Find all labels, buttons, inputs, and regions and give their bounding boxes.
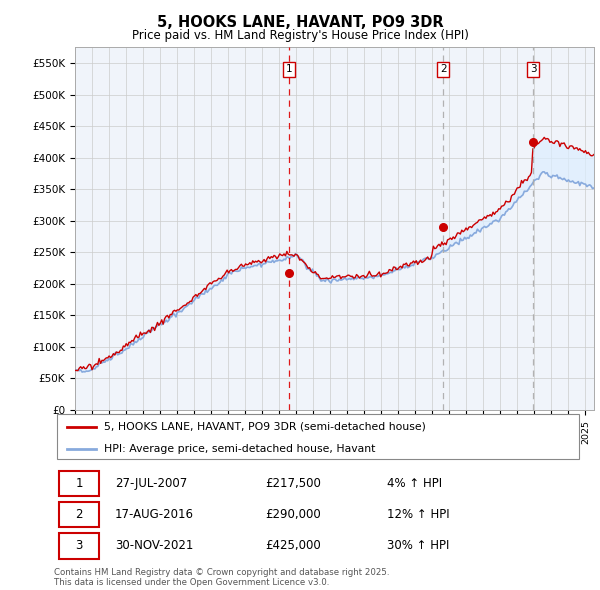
Text: HPI: Average price, semi-detached house, Havant: HPI: Average price, semi-detached house,… bbox=[104, 444, 376, 454]
FancyBboxPatch shape bbox=[56, 414, 580, 460]
Text: 27-JUL-2007: 27-JUL-2007 bbox=[115, 477, 187, 490]
Text: 3: 3 bbox=[530, 64, 536, 74]
Text: 1: 1 bbox=[286, 64, 292, 74]
Text: 17-AUG-2016: 17-AUG-2016 bbox=[115, 508, 194, 522]
Text: £425,000: £425,000 bbox=[265, 539, 321, 552]
Text: 1: 1 bbox=[76, 477, 83, 490]
Text: 2: 2 bbox=[440, 64, 446, 74]
FancyBboxPatch shape bbox=[59, 502, 99, 527]
Text: £217,500: £217,500 bbox=[265, 477, 321, 490]
Text: 5, HOOKS LANE, HAVANT, PO9 3DR (semi-detached house): 5, HOOKS LANE, HAVANT, PO9 3DR (semi-det… bbox=[104, 421, 426, 431]
Text: 12% ↑ HPI: 12% ↑ HPI bbox=[386, 508, 449, 522]
Text: Price paid vs. HM Land Registry's House Price Index (HPI): Price paid vs. HM Land Registry's House … bbox=[131, 30, 469, 42]
FancyBboxPatch shape bbox=[59, 471, 99, 496]
Text: 4% ↑ HPI: 4% ↑ HPI bbox=[386, 477, 442, 490]
Text: 30-NOV-2021: 30-NOV-2021 bbox=[115, 539, 193, 552]
Text: 5, HOOKS LANE, HAVANT, PO9 3DR: 5, HOOKS LANE, HAVANT, PO9 3DR bbox=[157, 15, 443, 30]
FancyBboxPatch shape bbox=[59, 533, 99, 559]
Text: £290,000: £290,000 bbox=[265, 508, 321, 522]
Text: 3: 3 bbox=[76, 539, 83, 552]
Text: Contains HM Land Registry data © Crown copyright and database right 2025.
This d: Contains HM Land Registry data © Crown c… bbox=[54, 568, 389, 587]
Text: 30% ↑ HPI: 30% ↑ HPI bbox=[386, 539, 449, 552]
Text: 2: 2 bbox=[76, 508, 83, 522]
